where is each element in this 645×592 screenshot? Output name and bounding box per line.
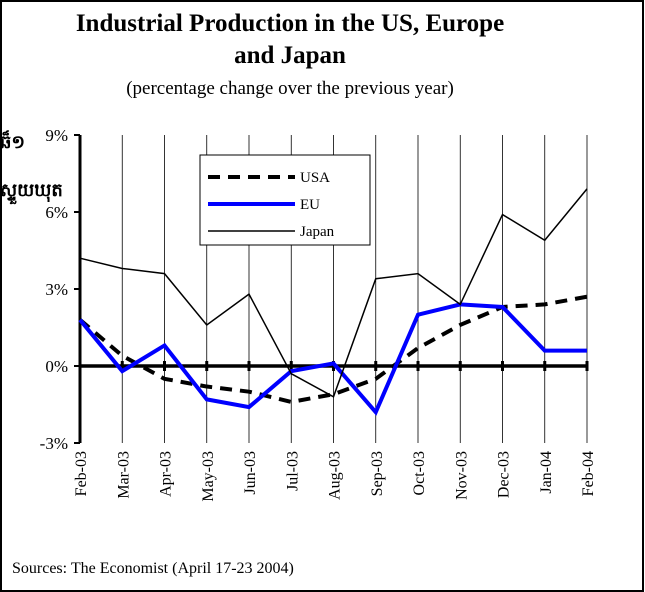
- legend-box: [199, 154, 371, 246]
- y-tick-label: 3%: [45, 280, 68, 299]
- x-tick-label: Aug-03: [327, 451, 344, 500]
- legend-label: EU: [300, 197, 320, 213]
- annotation: ឆ៏១: [0, 132, 26, 152]
- chart-title: Industrial Production in the US, Europe …: [75, 10, 505, 69]
- series-line: [78, 302, 587, 416]
- x-tick-label: Oct-03: [411, 451, 428, 495]
- series-line: [79, 188, 588, 398]
- x-tick-label: Jan-04: [538, 451, 555, 494]
- x-tick-label: Mar-03: [115, 451, 132, 499]
- x-tick-label: Sep-03: [369, 451, 386, 496]
- x-tick-label: Feb-03: [73, 451, 90, 496]
- y-tick-label: 6%: [45, 203, 68, 222]
- x-tick-label: Jun-03: [242, 451, 259, 495]
- y-tick-label: -3%: [40, 434, 68, 453]
- legend-label: USA: [300, 170, 330, 186]
- x-tick-label: Dec-03: [496, 451, 513, 498]
- legend-label: Japan: [300, 224, 335, 240]
- annotation: ស្ទួយឃុត: [0, 180, 63, 200]
- x-tick-label: Feb-04: [580, 451, 597, 496]
- chart-subtitle: (percentage change over the previous yea…: [126, 78, 454, 99]
- x-tick-label: Apr-03: [158, 451, 175, 497]
- x-tick-label: Jul-03: [284, 451, 301, 491]
- y-tick-label: 9%: [45, 126, 68, 145]
- y-tick-label: 0%: [45, 357, 68, 376]
- source-note: Sources: The Economist (April 17-23 2004…: [12, 560, 294, 577]
- x-tick-label: Nov-03: [453, 451, 470, 500]
- x-tick-label: May-03: [200, 451, 217, 502]
